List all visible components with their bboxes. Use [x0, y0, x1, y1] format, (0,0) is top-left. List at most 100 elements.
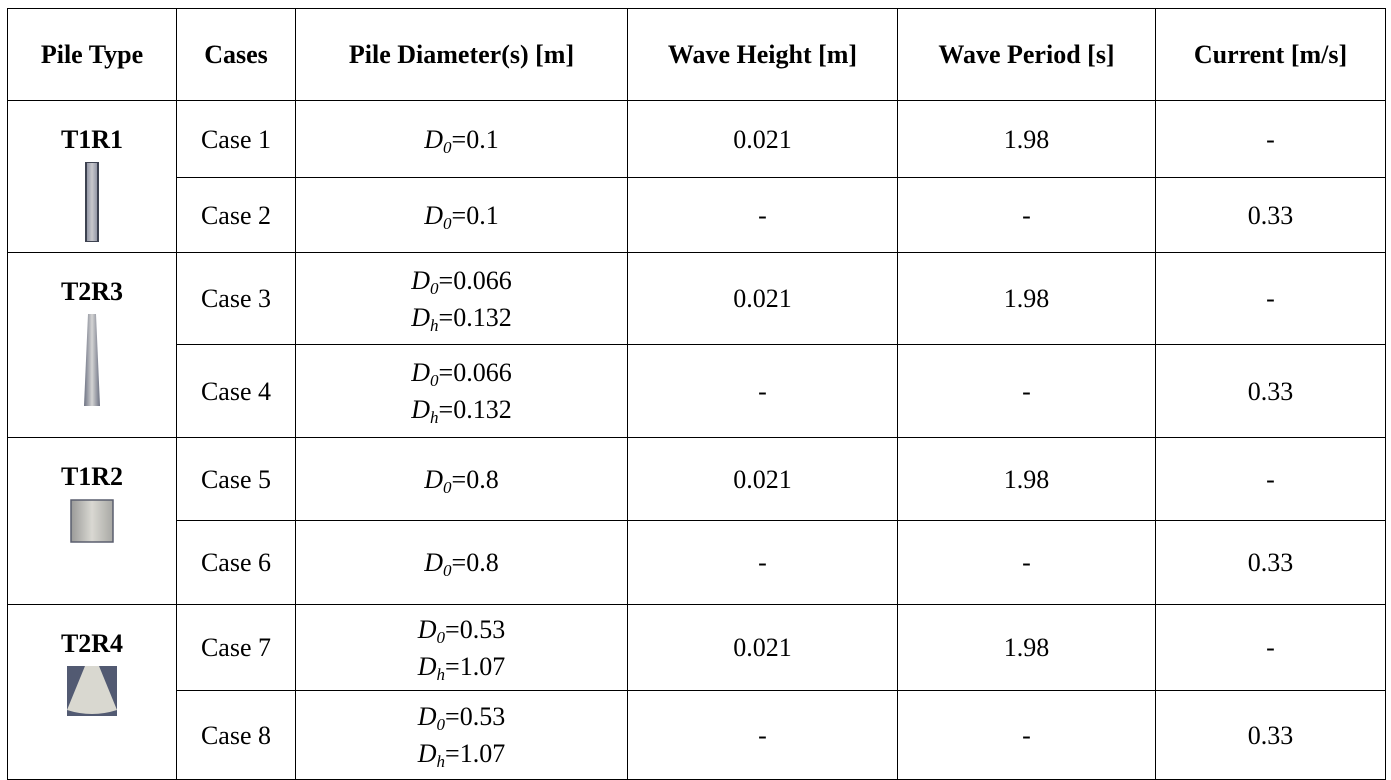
- symbol: D: [424, 548, 443, 577]
- diameter: Dh=1.07: [296, 735, 627, 772]
- pile-type: T2R4: [8, 625, 176, 662]
- pile-type-cell: T2R4: [8, 605, 177, 780]
- pile-type-cell: T1R2: [8, 438, 177, 605]
- symbol: D: [411, 266, 430, 295]
- pile-icon: [70, 499, 114, 543]
- pile-icon: [85, 162, 99, 242]
- case: Case 4: [177, 345, 296, 438]
- subscript: h: [430, 316, 439, 335]
- wave-period: -: [898, 345, 1156, 438]
- diameter: D0=0.1: [296, 121, 627, 158]
- diameter-value: =0.8: [452, 548, 499, 577]
- current: 0.33: [1156, 345, 1386, 438]
- subscript: 0: [437, 628, 446, 647]
- diameter: D0=0.066: [296, 354, 627, 391]
- wave-period: 1.98: [898, 253, 1156, 345]
- current: -: [1156, 101, 1386, 178]
- wave-period: -: [898, 521, 1156, 605]
- diameter: Dh=1.07: [296, 648, 627, 685]
- symbol: D: [411, 395, 430, 424]
- subscript: 0: [443, 214, 452, 233]
- pile-icon: [67, 666, 117, 716]
- diameter: D0=0.53: [296, 698, 627, 735]
- diameter-value: =0.8: [452, 465, 499, 494]
- case: Case 1: [177, 101, 296, 178]
- case: Case 6: [177, 521, 296, 605]
- diameter-cell: D0=0.1: [296, 178, 628, 253]
- pile-icon: [82, 314, 102, 406]
- subscript: 0: [437, 715, 446, 734]
- wave-height: -: [628, 345, 898, 438]
- wave-period: -: [898, 178, 1156, 253]
- diameter-cell: D0=0.8: [296, 438, 628, 521]
- header-cell: Wave Period [s]: [898, 9, 1156, 101]
- symbol: D: [418, 652, 437, 681]
- case: Case 8: [177, 691, 296, 780]
- wave-period: 1.98: [898, 438, 1156, 521]
- icon-wrap: [8, 162, 176, 252]
- wave-period: 1.98: [898, 101, 1156, 178]
- diameter-value: =1.07: [445, 652, 505, 681]
- diameter-cell: D0=0.8: [296, 521, 628, 605]
- symbol: D: [411, 303, 430, 332]
- pile-type: T1R2: [8, 458, 176, 495]
- wave-height: 0.021: [628, 101, 898, 178]
- page: {"table": { "header": ["Pile Type", "Cas…: [0, 0, 1391, 778]
- diameter-value: =0.132: [439, 395, 512, 424]
- current: 0.33: [1156, 521, 1386, 605]
- diameter-value: =0.53: [445, 702, 505, 731]
- wave-height: 0.021: [628, 438, 898, 521]
- diameter: D0=0.066: [296, 262, 627, 299]
- pile-type-cell: T2R3: [8, 253, 177, 438]
- symbol: D: [418, 702, 437, 731]
- subscript: h: [437, 665, 446, 684]
- symbol: D: [424, 125, 443, 154]
- current: 0.33: [1156, 691, 1386, 780]
- diameter: Dh=0.132: [296, 299, 627, 336]
- diameter: D0=0.53: [296, 611, 627, 648]
- wave-period: 1.98: [898, 605, 1156, 691]
- diameter-value: =0.53: [445, 615, 505, 644]
- current: -: [1156, 438, 1386, 521]
- subscript: 0: [430, 371, 439, 390]
- subscript: h: [430, 408, 439, 427]
- header-cell: Wave Height [m]: [628, 9, 898, 101]
- diameter: D0=0.1: [296, 197, 627, 234]
- pile-type: T2R3: [8, 273, 176, 310]
- case: Case 7: [177, 605, 296, 691]
- pile-type-cell: T1R1: [8, 101, 177, 253]
- icon-wrap: [8, 499, 176, 553]
- header-cell: Current [m/s]: [1156, 9, 1386, 101]
- subscript: h: [437, 752, 446, 771]
- case: Case 5: [177, 438, 296, 521]
- diameter-value: =1.07: [445, 739, 505, 768]
- wave-height: -: [628, 521, 898, 605]
- icon-wrap: [8, 314, 176, 416]
- diameter: D0=0.8: [296, 461, 627, 498]
- diameter-cell: D0=0.066 Dh=0.132: [296, 345, 628, 438]
- subscript: 0: [443, 478, 452, 497]
- current: 0.33: [1156, 178, 1386, 253]
- subscript: 0: [430, 279, 439, 298]
- header-cell: Cases: [177, 9, 296, 101]
- diameter-value: =0.1: [452, 201, 499, 230]
- symbol: D: [418, 615, 437, 644]
- current: -: [1156, 605, 1386, 691]
- diameter-value: =0.1: [452, 125, 499, 154]
- header-cell: Pile Diameter(s) [m]: [296, 9, 628, 101]
- wave-period: -: [898, 691, 1156, 780]
- diameter: D0=0.8: [296, 544, 627, 581]
- diameter-cell: D0=0.1: [296, 101, 628, 178]
- diameter-value: =0.066: [439, 266, 512, 295]
- diameter-value: =0.066: [439, 358, 512, 387]
- case: Case 2: [177, 178, 296, 253]
- wave-height: -: [628, 691, 898, 780]
- case: Case 3: [177, 253, 296, 345]
- symbol: D: [418, 739, 437, 768]
